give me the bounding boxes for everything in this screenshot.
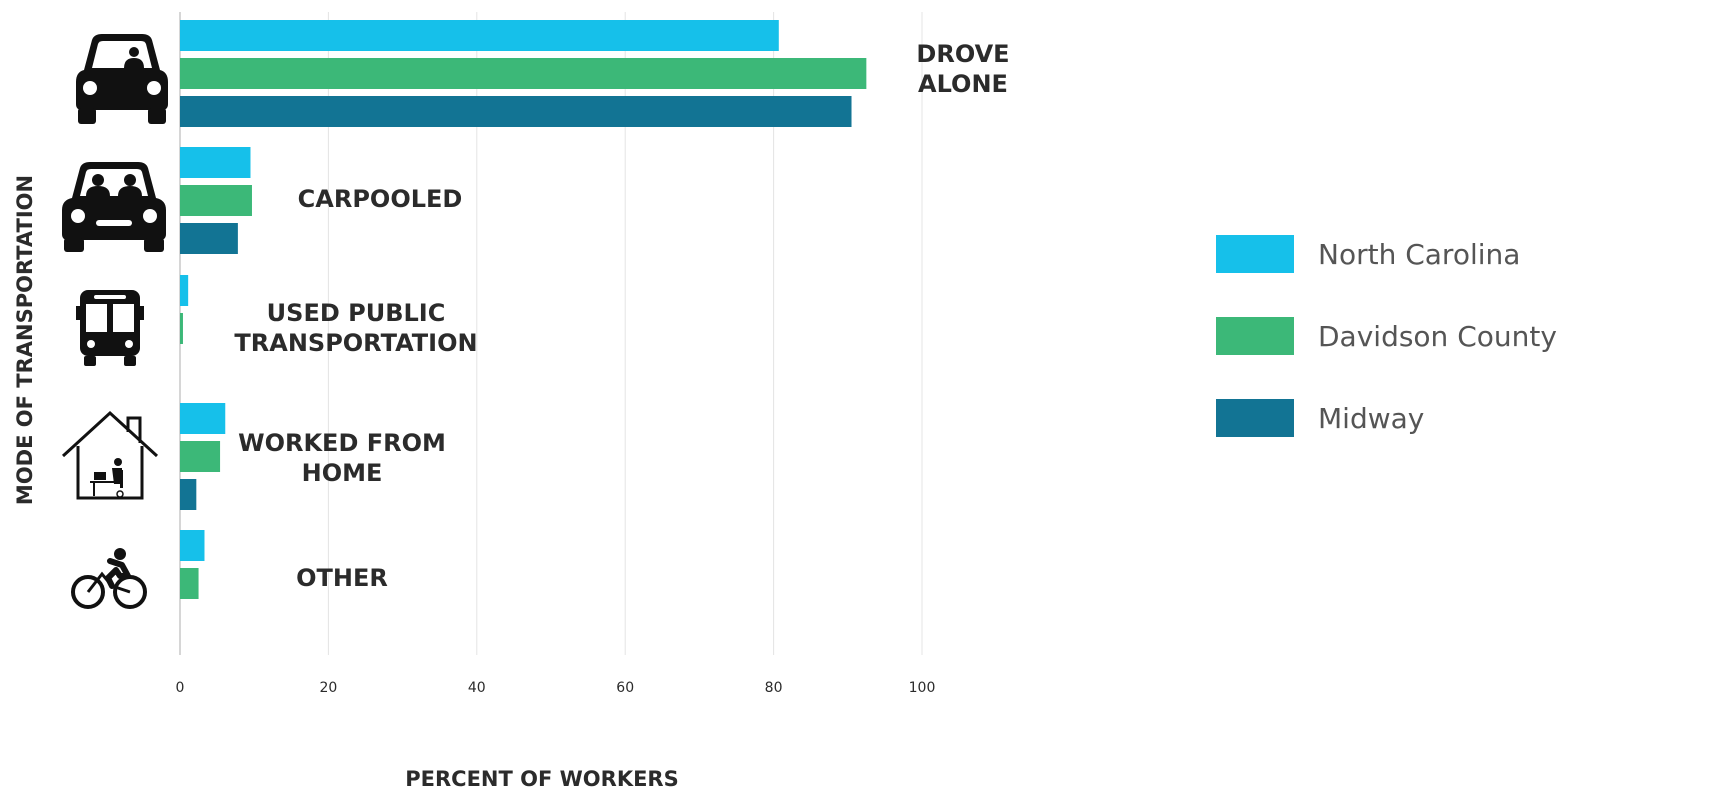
bar <box>180 185 252 216</box>
category-label: CARPOOLED <box>298 185 463 213</box>
legend-label: Midway <box>1318 402 1424 435</box>
legend-swatch <box>1216 399 1294 437</box>
legend-label: North Carolina <box>1318 238 1520 271</box>
bar <box>180 58 867 89</box>
car-driver-icon <box>76 34 168 124</box>
bars <box>180 20 867 599</box>
category-label: USED PUBLIC TRANSPORTATION <box>234 299 477 357</box>
bar <box>180 568 199 599</box>
bar <box>180 530 205 561</box>
x-tick-label: 0 <box>176 680 185 696</box>
bicycle-icon <box>71 548 147 609</box>
bar <box>180 479 197 510</box>
legend-swatch <box>1216 235 1294 273</box>
category-labels: DROVE ALONE CARPOOLED USED PUBLIC TRANSPORTA… <box>234 40 1009 592</box>
category-icons <box>61 34 168 609</box>
carpool-icon <box>62 162 166 252</box>
category-label: OTHER <box>296 564 388 592</box>
x-tick-label: 80 <box>765 680 783 696</box>
x-tick-label: 60 <box>616 680 634 696</box>
bar <box>180 223 238 254</box>
bar <box>180 403 226 434</box>
bar <box>180 275 189 306</box>
bar <box>180 20 779 51</box>
bar <box>180 441 221 472</box>
x-axis-title: PERCENT OF WORKERS <box>405 767 678 791</box>
category-label: WORKED FROM HOME <box>238 429 446 487</box>
bar <box>180 96 852 127</box>
x-axis-ticks: 0 20 40 60 80 100 <box>176 680 936 696</box>
x-tick-label: 100 <box>909 680 936 696</box>
bar <box>180 313 183 344</box>
y-axis-title: MODE OF TRANSPORTATION <box>13 175 37 505</box>
legend-swatch <box>1216 317 1294 355</box>
bar <box>180 147 251 178</box>
home-office-icon <box>61 410 159 500</box>
legend: North Carolina Davidson County Midway <box>1216 235 1557 437</box>
x-tick-label: 20 <box>319 680 337 696</box>
category-label: DROVE ALONE <box>916 40 1009 98</box>
bus-icon <box>76 290 144 366</box>
x-tick-label: 40 <box>468 680 486 696</box>
legend-label: Davidson County <box>1318 320 1557 353</box>
